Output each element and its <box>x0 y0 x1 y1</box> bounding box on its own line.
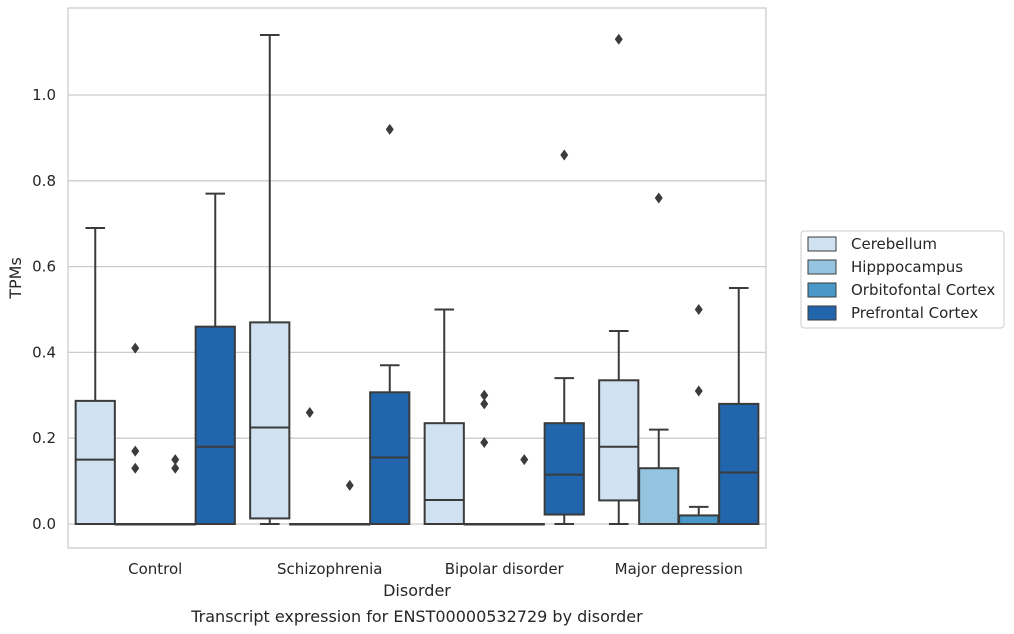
box-1-3 <box>638 192 680 526</box>
outlier-point <box>480 398 489 410</box>
y-tick-label: 1.0 <box>32 86 56 104</box>
legend: Cerebellum Hipppocampus Orbitofontal Corte… <box>800 230 1005 329</box>
plot-area-frame <box>67 7 767 549</box>
box-0-3 <box>598 33 640 525</box>
box-0-0 <box>74 226 116 526</box>
outlier-point <box>520 454 529 466</box>
y-tick-label: 0.4 <box>32 343 56 361</box>
y-axis-label: TPMs <box>6 257 25 300</box>
outlier-point <box>694 304 703 315</box>
legend-label: Prefrontal Cortex <box>851 304 978 322</box>
y-axis-ticks: 0.0 0.2 0.4 0.6 0.8 1.0 <box>32 86 56 533</box>
box-0-1 <box>249 33 291 525</box>
box-iqr <box>718 402 760 526</box>
outlier-point <box>480 389 489 401</box>
outlier-point <box>480 436 489 448</box>
legend-swatch <box>807 259 837 275</box>
box-iqr <box>423 422 465 525</box>
x-tick-label: Schizophrenia <box>277 560 382 578</box>
box-iqr <box>194 325 236 525</box>
y-tick-label: 0.0 <box>32 515 56 533</box>
x-tick-label: Major depression <box>615 560 743 578</box>
x-tick-label: Control <box>128 560 182 578</box>
box-iqr <box>638 467 680 526</box>
box-1-0 <box>114 342 156 526</box>
outlier-point <box>131 342 140 354</box>
box-2-0 <box>154 454 196 526</box>
box-1-2 <box>463 389 505 526</box>
box-2-2 <box>503 454 545 526</box>
box-3-0 <box>194 192 236 525</box>
box-3-2 <box>543 149 585 525</box>
outlier-point <box>560 149 569 161</box>
outlier-point <box>171 454 180 466</box>
box-iqr <box>74 399 116 526</box>
legend-swatch <box>807 282 837 298</box>
box-iqr <box>249 321 291 520</box>
box-2-3 <box>678 304 720 525</box>
outlier-point <box>654 192 663 204</box>
legend-swatch <box>807 305 837 321</box>
box-1-1 <box>289 406 331 526</box>
legend-swatch <box>807 236 837 252</box>
box-2-1 <box>329 479 371 526</box>
x-axis-ticks: Control Schizophrenia Bipolar disorder Majo… <box>128 560 743 578</box>
box-iqr <box>678 514 720 525</box>
x-axis-label: Disorder <box>383 581 451 600</box>
legend-frame <box>800 230 1005 329</box>
outlier-point <box>694 385 703 397</box>
legend-label: Orbitofontal Cortex <box>851 281 995 299</box>
outlier-point <box>131 445 140 457</box>
box-series-layer <box>74 33 760 526</box>
y-tick-label: 0.8 <box>32 172 56 190</box>
box-0-2 <box>423 308 465 525</box>
y-tick-label: 0.6 <box>32 258 56 276</box>
legend-label: Hipppocampus <box>851 258 963 276</box>
x-tick-label: Bipolar disorder <box>445 560 565 578</box>
outlier-point <box>614 33 623 45</box>
box-iqr <box>543 422 585 516</box>
box-3-3 <box>718 287 760 526</box>
box-3-1 <box>369 123 411 525</box>
box-iqr <box>598 379 640 502</box>
outlier-point <box>385 123 394 135</box>
chart-caption: Transcript expression for ENST0000053272… <box>190 607 643 626</box>
y-tick-label: 0.2 <box>32 429 56 447</box>
outlier-point <box>305 406 314 418</box>
outlier-point <box>131 462 140 474</box>
outlier-point <box>345 479 354 491</box>
outlier-point <box>171 462 180 474</box>
legend-label: Cerebellum <box>851 235 937 253</box>
